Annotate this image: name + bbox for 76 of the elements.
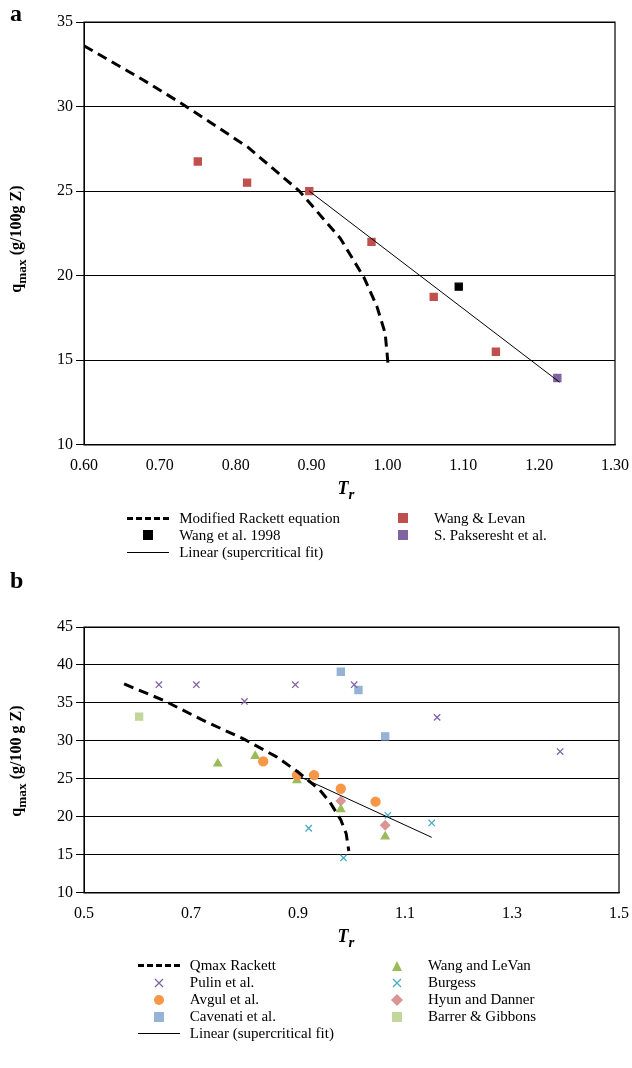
point [213, 758, 223, 767]
y-tick-label: 40 [57, 654, 73, 672]
y-tick-label: 10 [57, 435, 73, 452]
point [258, 755, 269, 767]
y-tick-label: 10 [57, 882, 73, 900]
x-tick-label: 0.5 [74, 903, 94, 921]
legend-label: Wang & Levan [433, 509, 526, 527]
point [381, 731, 390, 741]
y-tick-label: 35 [57, 12, 73, 30]
chart-title: b [10, 566, 24, 594]
y-tick-label: 30 [57, 96, 73, 114]
x-tick-label: 1.3 [502, 903, 522, 921]
x-tick-label: 0.7 [181, 903, 201, 921]
y-tick-label: 35 [57, 692, 73, 710]
x-tick-label: 1.00 [373, 455, 402, 473]
x-tick-label: 1.20 [525, 455, 554, 473]
legend-label: Cavenati et al. [189, 1008, 277, 1026]
legend-label: Linear (supercritical fit) [189, 1025, 334, 1043]
y-tick-label: 15 [57, 350, 73, 368]
x-tick-label: 1.30 [601, 455, 629, 473]
y-tick-label: 15 [57, 844, 73, 862]
point [155, 680, 163, 689]
x-tick-label: 0.70 [145, 455, 174, 473]
point [335, 783, 346, 794]
x-tick-label: 1.5 [609, 903, 629, 921]
point [339, 853, 348, 862]
point [384, 811, 392, 819]
point [427, 818, 436, 827]
point [335, 795, 346, 806]
point [380, 831, 390, 840]
legend-label: Avgul et al. [189, 991, 260, 1009]
point [242, 178, 252, 187]
legend-label: Qmax Rackett [189, 957, 277, 975]
legend-label: Linear (supercritical fit) [179, 543, 324, 561]
y-tick-label: 25 [57, 768, 73, 786]
point [454, 282, 463, 291]
point [350, 680, 359, 689]
point [304, 824, 313, 832]
legend-label: S. Pakseresht et al. [433, 526, 547, 544]
point [193, 157, 202, 166]
legend-label: Modified Rackett equation [179, 509, 340, 527]
x-axis-title: T$_{r}$ [336, 925, 356, 952]
point [336, 667, 345, 676]
x-axis-title: T$_{r}$ [336, 478, 356, 504]
legend-label: Wang and LeVan [427, 957, 531, 975]
point [491, 347, 501, 356]
x-tick-label: 0.80 [221, 455, 250, 473]
point [380, 819, 391, 830]
point [336, 803, 346, 812]
legend-label: Hyun and Danner [427, 991, 535, 1009]
legend-label: Wang et al. 1998 [179, 526, 281, 544]
legend-label: Barrer & Gibbons [427, 1008, 537, 1026]
chart-title: a [10, 0, 22, 27]
y-tick-label: 45 [57, 616, 73, 634]
x-tick-label: 0.90 [297, 455, 326, 473]
point [370, 796, 381, 807]
x-tick-label: 1.10 [449, 455, 478, 473]
point [134, 712, 144, 721]
legend-label: Burgess [427, 974, 476, 992]
legend-label: Pulin et al. [189, 974, 255, 992]
y-tick-label: 30 [57, 730, 73, 748]
point [308, 769, 320, 780]
x-tick-label: 0.60 [70, 455, 98, 473]
point [556, 747, 564, 755]
x-tick-label: 1.1 [395, 903, 415, 921]
point [291, 680, 300, 689]
point [250, 750, 260, 759]
x-tick-label: 0.9 [288, 903, 308, 921]
point [433, 713, 441, 721]
point [240, 697, 249, 705]
point [429, 292, 438, 302]
y-tick-label: 20 [57, 265, 73, 283]
point [192, 680, 201, 689]
y-tick-label: 25 [57, 181, 73, 199]
y-tick-label: 20 [57, 806, 73, 824]
point [354, 685, 363, 694]
